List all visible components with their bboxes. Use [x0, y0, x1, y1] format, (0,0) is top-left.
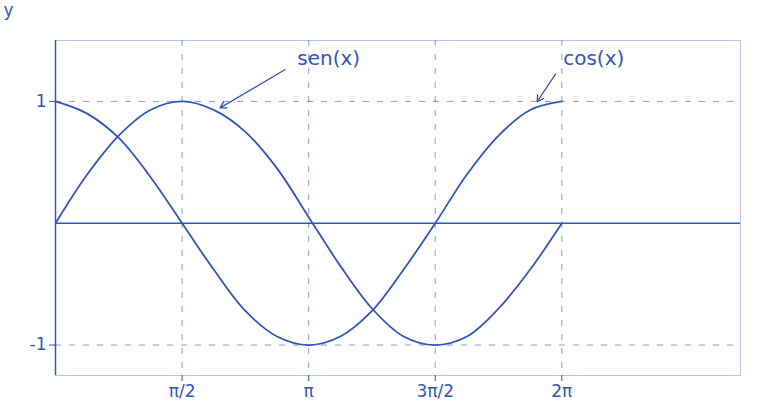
svg-text:1: 1 [36, 91, 47, 111]
svg-text:3π/2: 3π/2 [416, 381, 454, 401]
svg-text:π: π [304, 381, 314, 401]
svg-text:2π: 2π [551, 381, 572, 401]
svg-text:cos(x): cos(x) [563, 46, 624, 70]
svg-text:sen(x): sen(x) [297, 46, 360, 70]
svg-text:y: y [4, 0, 14, 20]
svg-text:-1: -1 [30, 334, 47, 354]
svg-text:π/2: π/2 [169, 381, 196, 401]
